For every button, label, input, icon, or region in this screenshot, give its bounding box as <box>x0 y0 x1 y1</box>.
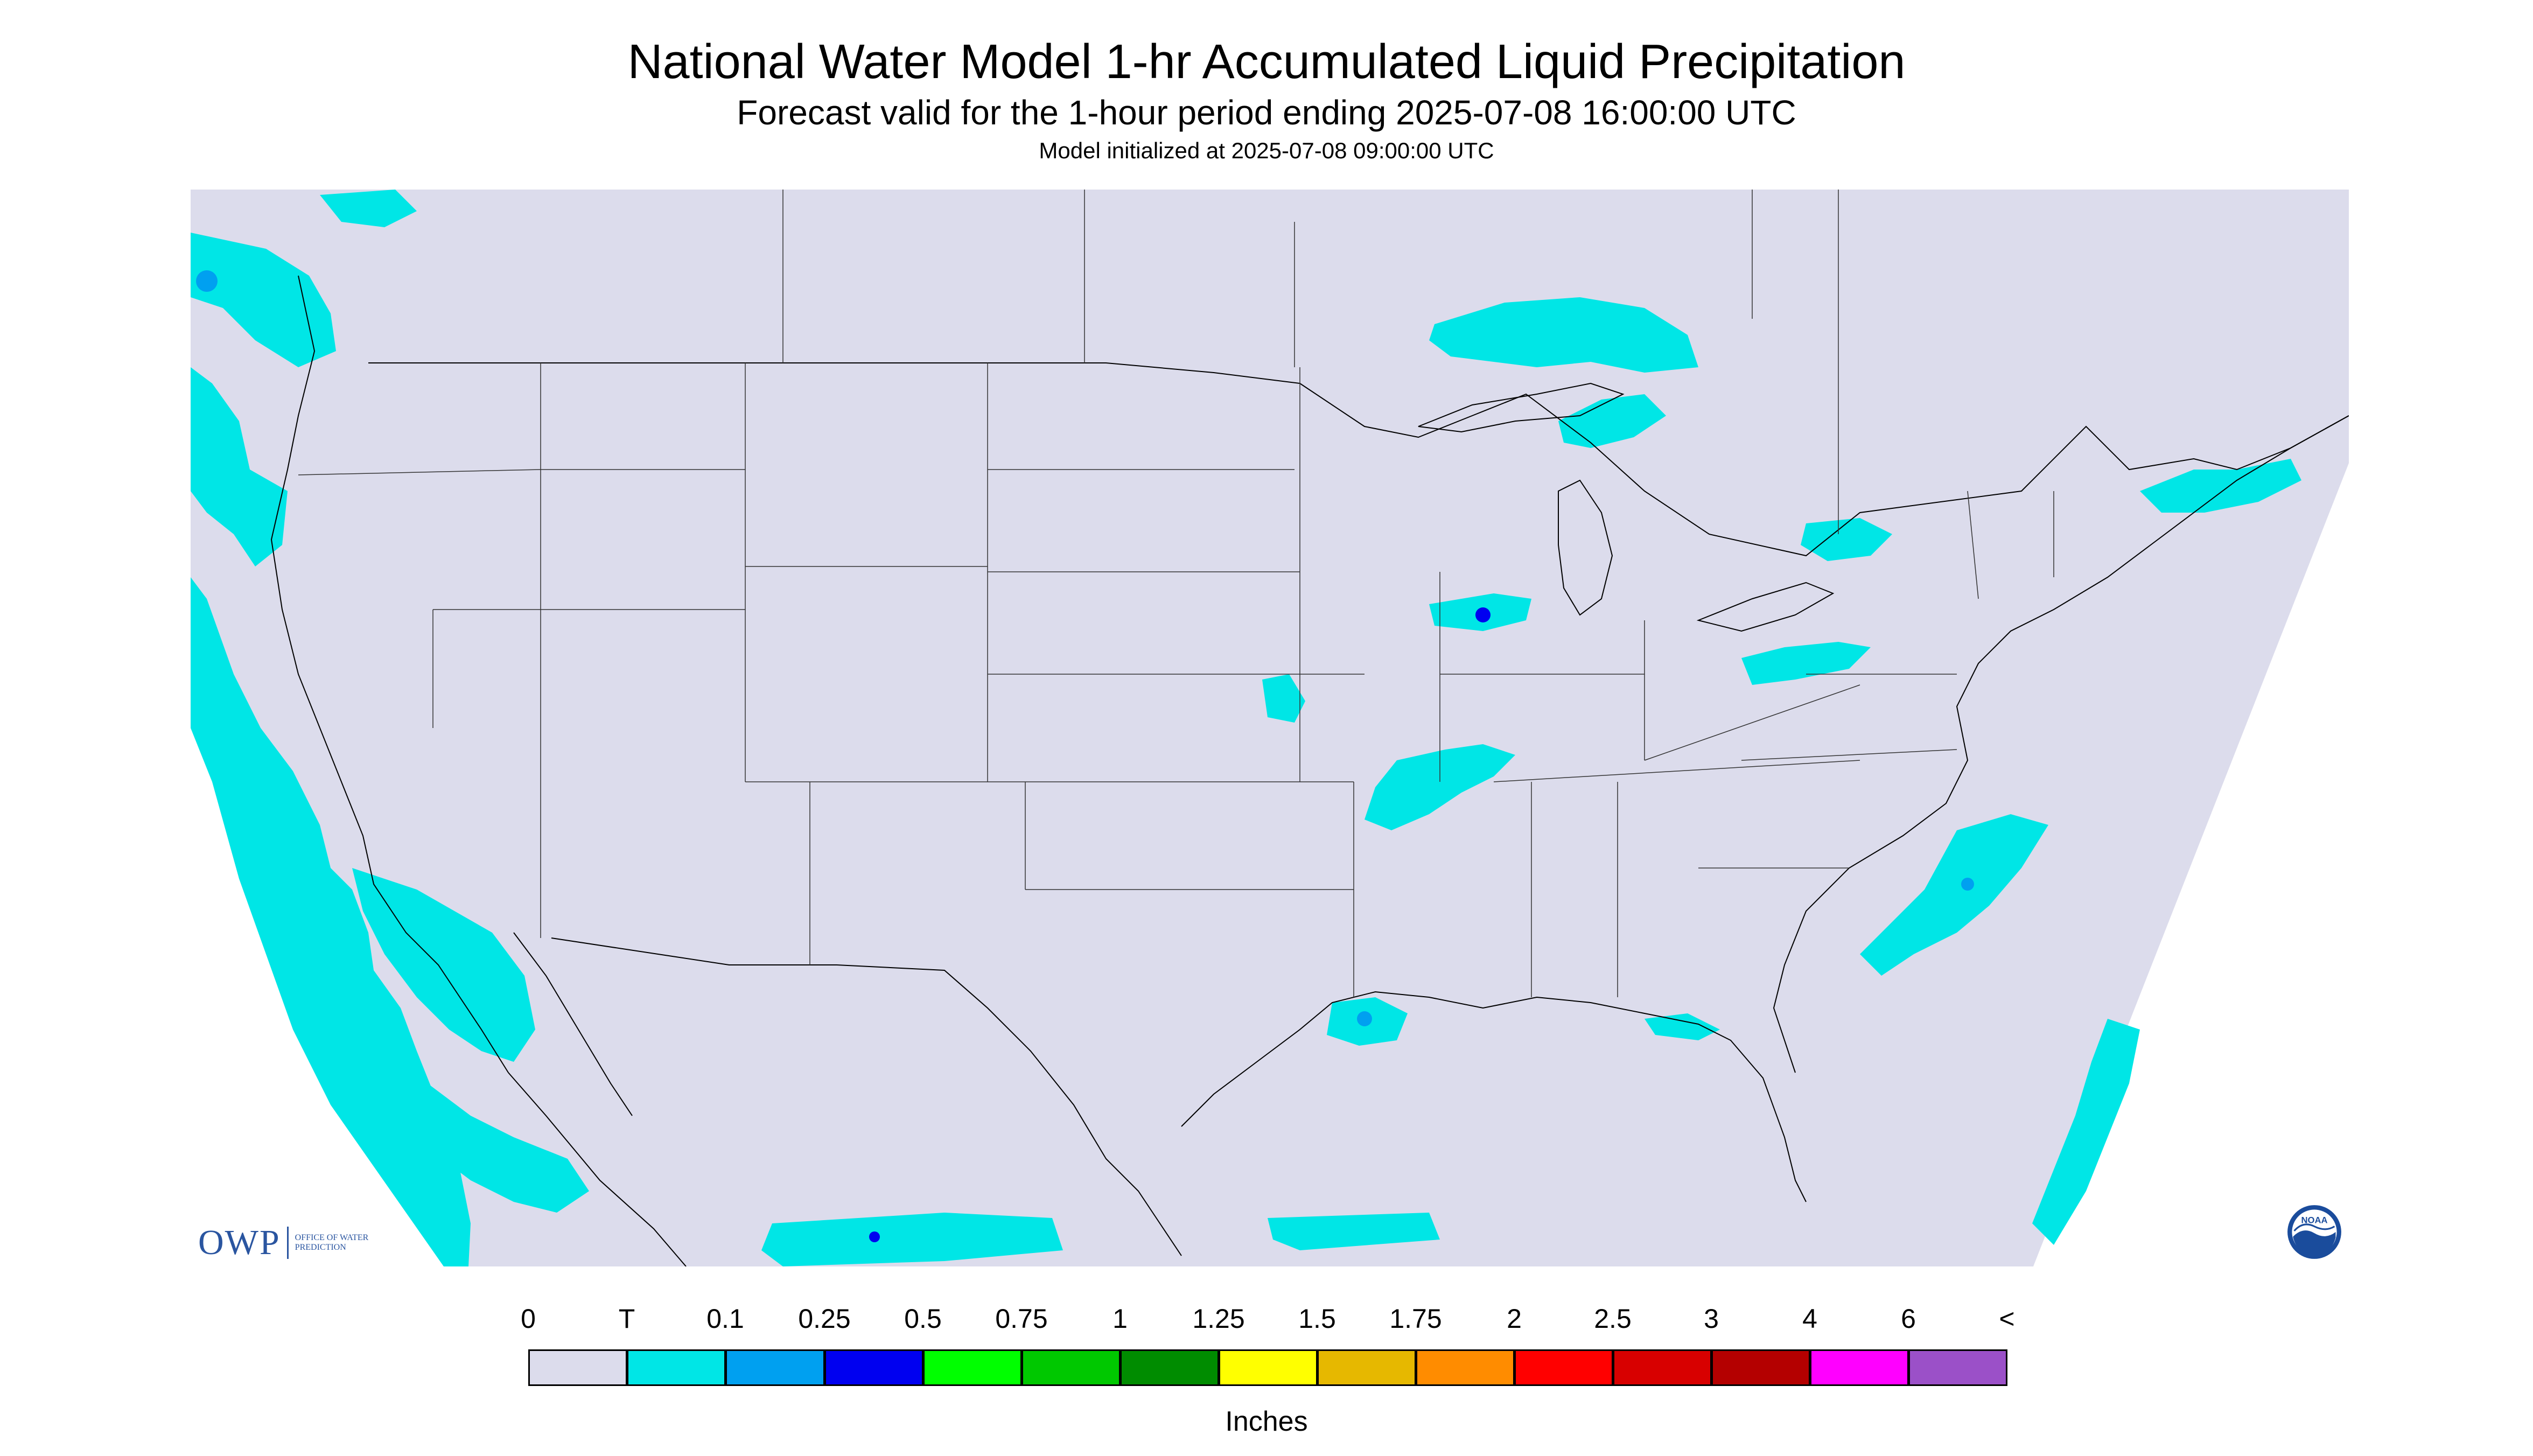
gulf-coast-line <box>1181 991 1807 1202</box>
east-coast-line <box>1773 415 2349 1073</box>
noaa-logo: NOAA <box>2287 1205 2341 1259</box>
mexico-coast-line <box>508 1072 687 1266</box>
precip-area-atlantic-carolina <box>1860 814 2048 976</box>
baja-coast-line <box>513 932 633 1116</box>
legend-color-bin <box>1021 1349 1121 1386</box>
precip-core-atlantic <box>1961 878 1974 891</box>
precip-area-baja-offshore <box>352 868 535 1062</box>
legend-color-bin <box>824 1349 923 1386</box>
legend-tick-label: 1.25 <box>1192 1304 1245 1334</box>
legend-tick-label: 0.25 <box>798 1304 851 1334</box>
precip-core-mexico <box>869 1231 880 1242</box>
legend-color-bin <box>1908 1349 2007 1386</box>
west-coast-line <box>270 275 509 1073</box>
state-boundaries <box>298 190 2054 997</box>
legend-color-bin <box>1514 1349 1613 1386</box>
precip-area-pennsylvania <box>1741 642 1871 685</box>
precip-area-upper-michigan <box>1558 394 1666 448</box>
legend-color-bin <box>1711 1349 1810 1386</box>
precip-area-gulf-of-mexico <box>1268 1213 1440 1250</box>
legend-color-bin <box>1810 1349 1909 1386</box>
legend-tick-label: 1.5 <box>1298 1304 1336 1334</box>
legend-tick-label: 3 <box>1704 1304 1719 1334</box>
precip-core-texas <box>1357 1011 1372 1026</box>
legend-tick-label: 0.75 <box>995 1304 1048 1334</box>
map-subtitle: Forecast valid for the 1-hour period end… <box>737 93 1796 132</box>
legend-tick-label: 6 <box>1901 1304 1916 1334</box>
precip-area-lake-ontario <box>1801 518 1892 561</box>
precip-core-wisconsin <box>1475 607 1491 622</box>
legend-tick-label: 0.1 <box>706 1304 744 1334</box>
owp-logo: OWP OFFICE OF WATER PREDICTION <box>198 1222 370 1263</box>
owp-logo-text: OFFICE OF WATER PREDICTION <box>295 1233 369 1252</box>
precip-area-atlantic-east <box>2032 1019 2140 1245</box>
legend-tick-label: 0.5 <box>904 1304 942 1334</box>
precip-area-mexico-pacific <box>761 1213 1063 1266</box>
legend-color-bin <box>923 1349 1022 1386</box>
legend-color-bin <box>627 1349 726 1386</box>
precip-area-pacific-bands <box>384 1073 589 1213</box>
legend-tick-label: 1 <box>1112 1304 1128 1334</box>
legend-color-bin <box>528 1349 627 1386</box>
precip-areas <box>191 190 2301 1266</box>
precip-area-missouri <box>1365 744 1515 830</box>
lake-superior-outline <box>1418 382 1625 433</box>
precipitation-map <box>191 190 2349 1266</box>
legend-tick-label: < <box>1999 1304 2015 1334</box>
precip-core-bc <box>196 270 218 292</box>
map-background <box>191 190 2349 1266</box>
legend-color-bin <box>1219 1349 1318 1386</box>
legend-tick-label: 1.75 <box>1389 1304 1442 1334</box>
precip-area-gulf-panhandle <box>1645 1013 1720 1040</box>
map-title: National Water Model 1-hr Accumulated Li… <box>627 35 1906 89</box>
political-boundaries <box>270 275 2349 1266</box>
legend-color-bin <box>1416 1349 1515 1386</box>
legend-color-bin <box>1120 1349 1219 1386</box>
legend-tick-label: 4 <box>1802 1304 1817 1334</box>
precip-area-lake-superior <box>1429 297 1698 373</box>
legend-units-label: Inches <box>1225 1406 1308 1437</box>
owp-logo-divider <box>286 1227 289 1259</box>
us-mexico-border <box>551 937 1182 1256</box>
model-init-line: Model initialized at 2025-07-08 09:00:00… <box>1039 138 1494 163</box>
precip-area-missouri-river <box>1262 674 1305 723</box>
precip-area-bc-top <box>320 190 417 227</box>
precip-area-new-england <box>2140 459 2301 513</box>
lake-erie-outline <box>1696 582 1835 632</box>
precip-area-bc-coast <box>191 233 336 367</box>
legend-color-bin <box>725 1349 825 1386</box>
legend-tick-label: T <box>618 1304 635 1334</box>
us-canada-border <box>368 362 2349 557</box>
legend-color-bin <box>1317 1349 1416 1386</box>
lake-michigan-outline <box>1558 479 1613 616</box>
legend-tick-label: 2 <box>1507 1304 1522 1334</box>
precip-area-pacific-nw <box>191 367 288 566</box>
legend-tick-label: 0 <box>521 1304 536 1334</box>
legend-tick-label: 2.5 <box>1594 1304 1632 1334</box>
owp-logo-mark: OWP <box>198 1223 281 1262</box>
legend-color-bin <box>1613 1349 1712 1386</box>
noaa-logo-text: NOAA <box>2301 1215 2328 1225</box>
